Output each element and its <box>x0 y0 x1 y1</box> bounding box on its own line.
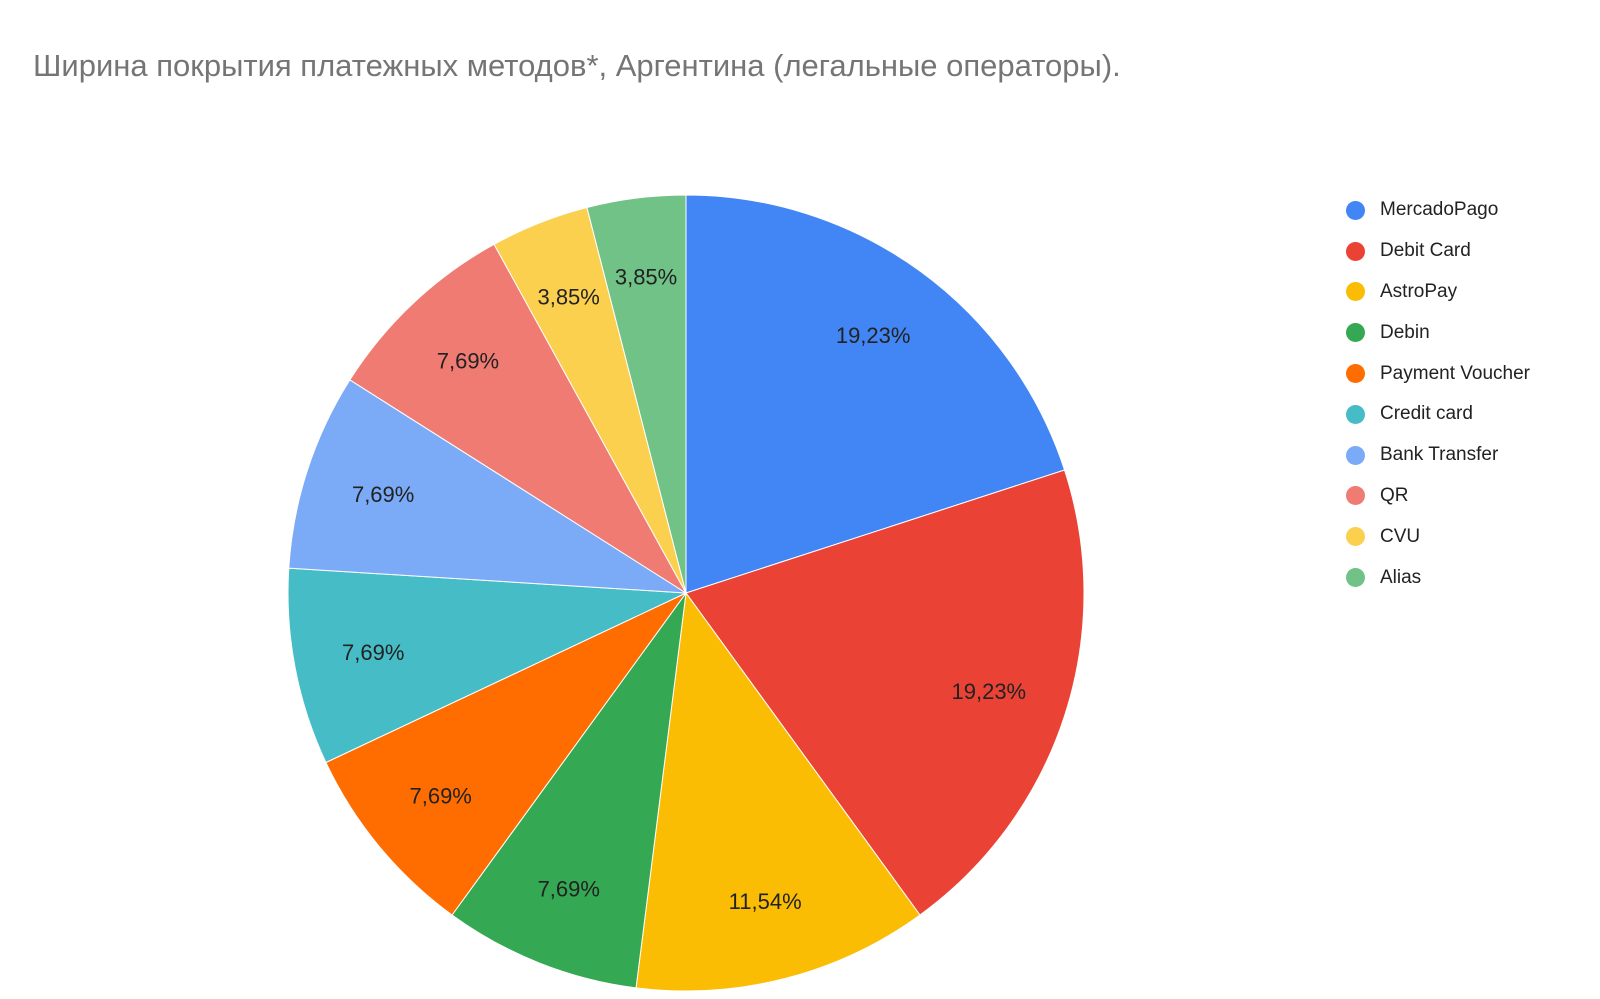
slice-label-payment-voucher: 7,69% <box>409 783 471 808</box>
legend-item-cvu: CVU <box>1346 516 1530 557</box>
legend-label: Credit card <box>1380 403 1473 425</box>
legend-marker-icon <box>1346 486 1365 506</box>
legend-item-alias: Alias <box>1346 557 1530 598</box>
slice-label-debin: 7,69% <box>538 877 600 902</box>
legend-marker-icon <box>1346 241 1365 261</box>
slice-label-mercadopago: 19,23% <box>836 323 911 348</box>
slice-label-alias: 3,85% <box>615 265 677 290</box>
legend-marker-icon <box>1346 364 1365 384</box>
legend-label: Debit Card <box>1380 240 1471 262</box>
legend-item-qr: QR <box>1346 476 1530 517</box>
slice-label-qr: 7,69% <box>437 348 499 373</box>
pie-slice-payment-voucher <box>325 592 687 916</box>
pie-slice-bank-transfer <box>288 379 687 594</box>
legend-label: Debin <box>1380 321 1430 343</box>
legend-label: CVU <box>1380 525 1421 547</box>
pie-slice-astropay <box>635 591 921 992</box>
slice-label-astropay: 11,54% <box>729 889 802 914</box>
legend-item-debit-card: Debit Card <box>1346 231 1530 272</box>
legend-marker-icon <box>1346 404 1365 424</box>
legend-label: MercadoPago <box>1380 199 1499 221</box>
legend-item-payment-voucher: Payment Voucher <box>1346 353 1530 394</box>
legend-marker-icon <box>1346 200 1365 220</box>
legend-item-credit-card: Credit card <box>1346 394 1530 435</box>
legend-item-bank-transfer: Bank Transfer <box>1346 435 1530 476</box>
slice-label-credit-card: 7,69% <box>342 640 404 665</box>
legend-label: QR <box>1380 484 1409 506</box>
slice-label-cvu: 3,85% <box>537 285 599 310</box>
legend-label: Alias <box>1380 566 1422 588</box>
slice-label-bank-transfer: 7,69% <box>352 482 414 507</box>
legend-marker-icon <box>1346 527 1365 547</box>
legend-marker-icon <box>1346 282 1365 302</box>
pie-slice-qr <box>349 243 687 594</box>
slice-label-debit-card: 19,23% <box>952 679 1027 704</box>
pie-slices <box>287 194 1085 992</box>
pie-slice-debit-card <box>685 469 1085 916</box>
legend-label: AstroPay <box>1380 280 1458 302</box>
pie-slice-labels: 19,23% 19,23% 11,54% 7,69% 7,69% 7,69% 7,69% 7,… <box>342 265 1026 914</box>
chart-title: Ширина покрытия платежных методов*, Арге… <box>33 48 1121 83</box>
chart-legend: MercadoPago Debit Card AstroPay Debin Paymen… <box>1346 190 1530 598</box>
legend-label: Bank Transfer <box>1380 444 1499 466</box>
legend-item-mercadopago: MercadoPago <box>1346 190 1530 231</box>
pie-slice-mercadopago <box>685 194 1066 594</box>
legend-label: Payment Voucher <box>1380 362 1530 384</box>
legend-item-astropay: AstroPay <box>1346 272 1530 313</box>
pie-slice-debin <box>451 592 687 989</box>
legend-item-debin: Debin <box>1346 312 1530 353</box>
pie-slice-alias <box>586 194 687 594</box>
legend-marker-icon <box>1346 323 1365 343</box>
pie-slice-credit-card <box>287 567 687 764</box>
legend-marker-icon <box>1346 568 1365 588</box>
legend-marker-icon <box>1346 445 1365 465</box>
